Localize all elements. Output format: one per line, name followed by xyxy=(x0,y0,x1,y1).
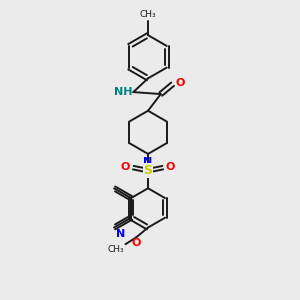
Text: O: O xyxy=(176,78,185,88)
Text: N: N xyxy=(143,157,153,167)
Text: NH: NH xyxy=(114,87,132,97)
Text: CH₃: CH₃ xyxy=(108,245,124,254)
Text: O: O xyxy=(121,162,130,172)
Text: O: O xyxy=(132,238,141,248)
Text: S: S xyxy=(143,164,152,177)
Text: CH₃: CH₃ xyxy=(140,11,156,20)
Text: O: O xyxy=(166,162,175,172)
Text: N: N xyxy=(116,229,125,238)
